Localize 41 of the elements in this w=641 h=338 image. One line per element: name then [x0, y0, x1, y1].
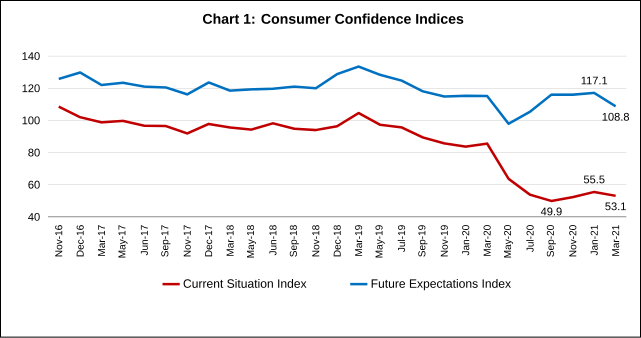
data-label: 117.1	[582, 76, 608, 84]
x-tick-label: Jul-19	[398, 225, 406, 252]
x-tick-label: Jun-17	[140, 225, 148, 256]
data-label: 49.9	[540, 208, 562, 216]
x-tick-label: Nov-18	[312, 225, 320, 257]
x-tick-label: Dec-16	[76, 225, 84, 257]
x-tick-label: Sep-17	[161, 225, 170, 257]
x-tick-label: Dec-18	[334, 225, 341, 257]
x-tick-label: Sep-18	[290, 225, 299, 257]
x-tick-label: Sep-20	[546, 225, 556, 257]
chart-title: Chart 1: Consumer Confidence Indices	[203, 14, 464, 24]
x-tick-label: Mar-19	[355, 225, 362, 256]
x-tick-label: Mar-21	[612, 225, 620, 256]
data-label: 53.1	[605, 202, 626, 210]
x-tick-label: Mar-17	[98, 225, 106, 256]
x-tick-label: Nov-19	[440, 225, 448, 257]
y-tick-label: 100	[22, 116, 40, 124]
x-tick-label: Nov-17	[184, 225, 191, 257]
x-tick-label: Nov-20	[569, 225, 576, 257]
x-tick-label: Jan-20	[462, 225, 470, 256]
x-tick-label: May-18	[246, 225, 256, 258]
x-tick-label: May-20	[504, 225, 514, 258]
y-tick-label: 60	[28, 180, 40, 189]
y-tick-label: 80	[28, 148, 40, 157]
y-tick-label: 120	[22, 84, 40, 92]
x-tick-label: Dec-17	[205, 225, 212, 257]
data-label: 55.5	[584, 176, 605, 184]
legend-label: Current Situation Index	[184, 279, 306, 288]
x-tick-label: Jul-20	[526, 225, 534, 252]
x-tick-label: Nov-16	[55, 225, 62, 257]
x-tick-label: May-17	[118, 225, 128, 258]
y-tick-label: 40	[28, 213, 40, 221]
x-tick-label: Mar-20	[484, 225, 491, 256]
x-tick-label: Jun-18	[269, 225, 276, 256]
x-tick-label: Jan-21	[590, 225, 598, 256]
data-label: 108.8	[602, 113, 630, 121]
y-tick-label: 140	[22, 52, 40, 60]
x-tick-label: Sep-19	[418, 225, 428, 257]
x-tick-label: May-19	[375, 225, 385, 258]
x-tick-label: Mar-18	[226, 225, 234, 256]
legend-label: Future Expectations Index	[372, 279, 511, 290]
